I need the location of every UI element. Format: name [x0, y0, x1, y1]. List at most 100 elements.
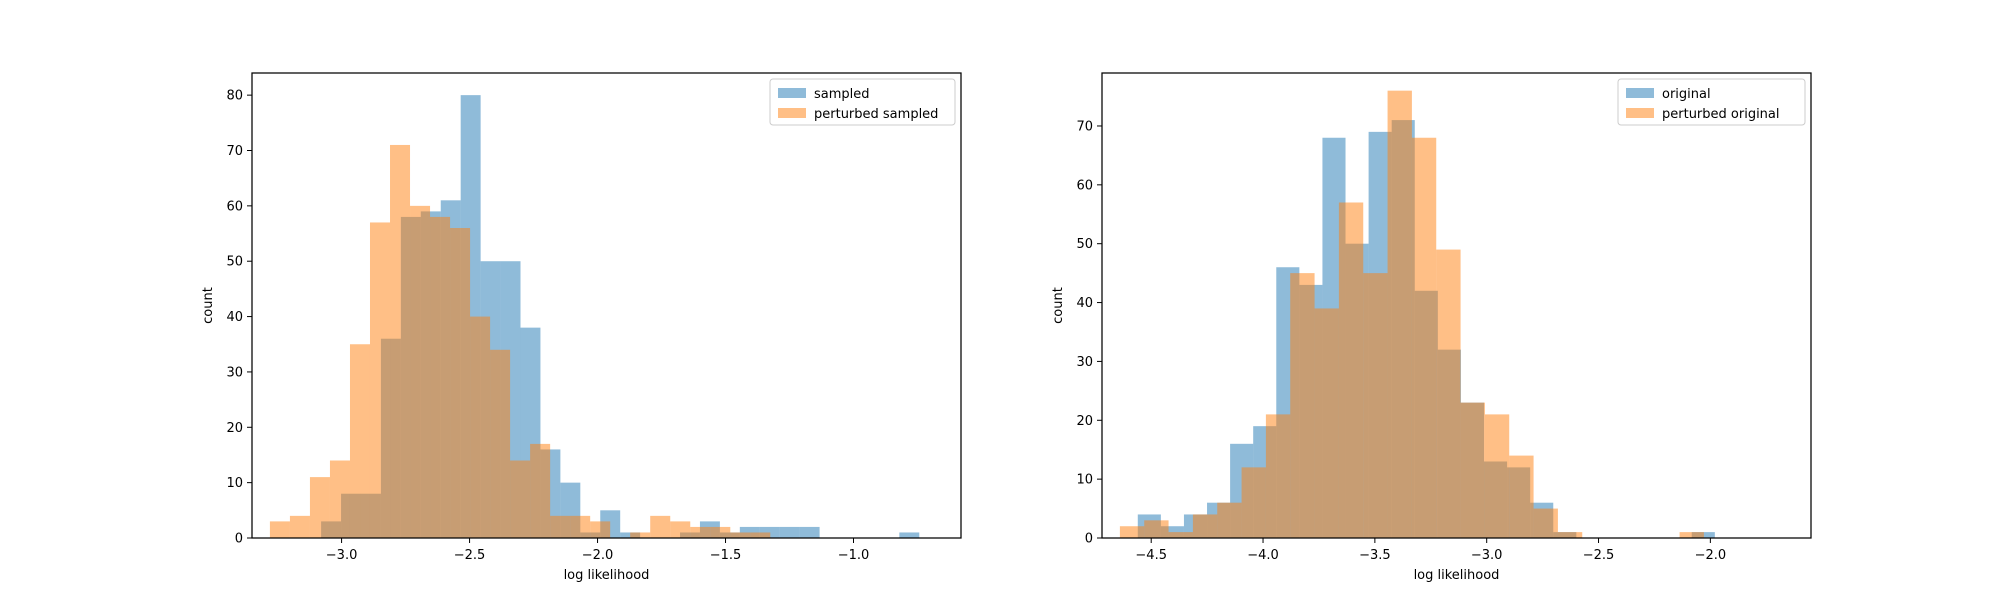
histogram-bar	[1168, 532, 1193, 538]
histogram-bar	[1509, 455, 1534, 538]
histogram-bar	[1290, 273, 1315, 538]
histogram-bar	[1411, 137, 1437, 539]
y-tick-label: 0	[235, 532, 243, 547]
series-perturbed-original	[1119, 90, 1704, 539]
histogram-bar	[1338, 202, 1364, 539]
x-tick-label: −3.0	[1471, 548, 1503, 563]
histogram-bar	[1265, 414, 1291, 538]
histogram-bar	[550, 515, 571, 538]
histogram-bar	[799, 526, 820, 538]
y-tick-label: 60	[226, 199, 243, 214]
histogram-sampled-chart: −3.0 −2.5 −2.0 −1.5 −1.0 0 10 20 30 40 50 60 70 80 log…	[201, 72, 962, 583]
histogram-bar	[1679, 532, 1704, 538]
y-tick-label: 10	[226, 476, 243, 491]
histogram-bar	[779, 526, 800, 538]
legend-entry-label: perturbed sampled	[814, 107, 938, 122]
x-tick-label: −1.0	[838, 548, 870, 563]
histogram-bar	[450, 228, 471, 538]
histogram-bar	[1119, 526, 1145, 538]
y-tick-label: 70	[226, 144, 243, 159]
histogram-bar	[730, 532, 751, 538]
x-axis-label: log likelihood	[1414, 568, 1500, 583]
histogram-bar	[470, 316, 491, 538]
histogram-bar	[410, 205, 431, 538]
y-tick-label: 20	[1076, 414, 1093, 429]
y-tick-label: 60	[1076, 178, 1093, 193]
y-tick-label: 0	[1085, 532, 1093, 547]
histogram-bar	[670, 521, 691, 538]
legend-box	[769, 78, 956, 126]
histogram-bar	[309, 477, 330, 538]
histogram-bar	[1241, 467, 1266, 538]
legend-box	[1617, 78, 1806, 126]
legend: sampled perturbed sampled	[769, 78, 956, 126]
x-tick-label: −2.0	[582, 548, 614, 563]
x-tick-label: −3.5	[1359, 548, 1391, 563]
histogram-bar	[1436, 249, 1461, 538]
x-tick-label: −3.0	[326, 548, 358, 563]
histogram-bar	[289, 515, 310, 538]
histogram-bar	[630, 532, 651, 538]
histogram-bar	[1533, 508, 1558, 538]
histogram-bar	[620, 532, 641, 538]
histogram-bar	[1387, 90, 1412, 538]
x-tick-label: −1.5	[710, 548, 742, 563]
histogram-bar	[269, 521, 290, 538]
legend-entry-label: perturbed original	[1662, 107, 1780, 122]
axes-frame	[1101, 72, 1812, 539]
histogram-bar	[430, 216, 451, 538]
histogram-bar	[1557, 532, 1583, 538]
y-tick-label: 70	[1076, 119, 1093, 134]
legend-swatch	[1626, 88, 1654, 98]
legend-swatch	[1626, 108, 1654, 118]
legend-entry-label: original	[1662, 87, 1711, 102]
legend-entry-label: sampled	[814, 87, 870, 102]
y-axis-label: count	[1051, 287, 1066, 324]
histogram-bar	[1144, 520, 1169, 538]
y-tick-label: 40	[1076, 296, 1093, 311]
y-tick-label: 20	[226, 421, 243, 436]
y-tick-label: 50	[1076, 237, 1093, 252]
histogram-bar	[570, 515, 591, 538]
y-tick-label: 30	[1076, 355, 1093, 370]
y-tick-label: 50	[226, 255, 243, 270]
histogram-bar	[1314, 308, 1339, 538]
legend-swatch	[778, 88, 806, 98]
x-tick-label: −4.0	[1247, 548, 1279, 563]
histogram-bar	[1217, 502, 1242, 538]
histogram-bar	[369, 222, 391, 538]
x-tick-label: −2.5	[454, 548, 486, 563]
legend-swatch	[778, 108, 806, 118]
x-tick-label: −4.5	[1135, 548, 1167, 563]
y-axis-label: count	[201, 287, 216, 324]
legend: original perturbed original	[1617, 78, 1806, 126]
y-tick-label: 40	[226, 310, 243, 325]
histogram-bar	[899, 532, 920, 538]
axes-frame	[251, 72, 962, 539]
histogram-bar	[690, 526, 711, 538]
x-tick-label: −2.5	[1583, 548, 1615, 563]
histogram-bar	[1484, 414, 1510, 538]
y-tick-label: 10	[1076, 473, 1093, 488]
histogram-bar	[329, 460, 350, 538]
x-axis-label: log likelihood	[564, 568, 650, 583]
histogram-bar	[1160, 526, 1184, 538]
y-tick-label: 30	[226, 365, 243, 380]
histogram-original-chart: −4.5 −4.0 −3.5 −3.0 −2.5 −2.0 0 10 20 30 40 50 60 70 l…	[1051, 72, 1812, 583]
y-tick-label: 80	[226, 89, 243, 104]
series-perturbed-sampled	[269, 144, 771, 538]
histogram-bar	[349, 344, 370, 538]
histogram-bar	[590, 521, 611, 538]
histogram-bar	[510, 460, 531, 538]
histogram-bar	[390, 144, 411, 538]
histogram-bar	[490, 349, 511, 538]
histogram-bar	[1192, 514, 1218, 538]
histogram-bar	[710, 526, 731, 538]
histogram-bar	[1363, 273, 1388, 538]
histogram-bar	[530, 443, 551, 538]
x-tick-label: −2.0	[1695, 548, 1727, 563]
histogram-bar	[650, 515, 671, 538]
histogram-bar	[1460, 402, 1485, 538]
histogram-bar	[750, 532, 771, 538]
